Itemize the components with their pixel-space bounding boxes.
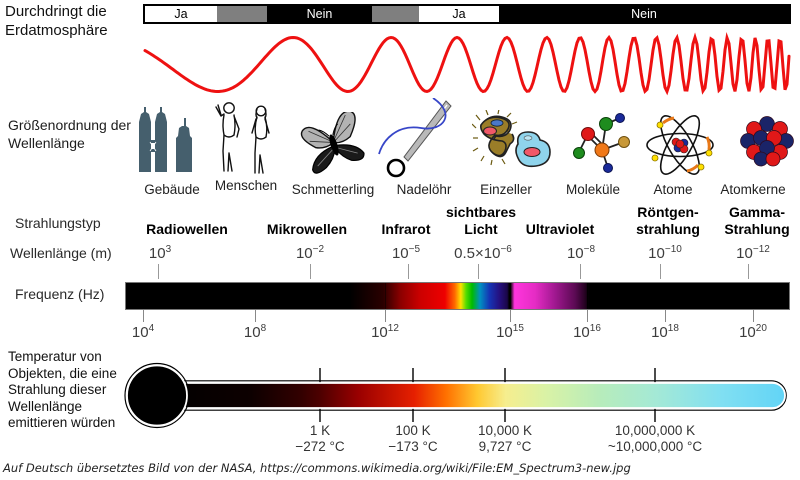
spectrum-divider (510, 283, 511, 309)
wavelength-tick (660, 264, 661, 279)
atmo-segment-nein-1: Nein (267, 6, 372, 22)
radiation-row-label: Strahlungstyp (15, 215, 101, 231)
wavelength-tick (748, 264, 749, 279)
wavelength-tick (310, 264, 311, 279)
wavelength-value: 103 (148, 244, 172, 262)
wavelength-value: 10−12 (736, 244, 770, 262)
caption-schmetterling: Schmetterling (291, 182, 375, 197)
atmosphere-penetration-bar: Ja Nein Ja Nein (143, 4, 791, 24)
em-wave-icon (143, 32, 791, 96)
frequency-tick (255, 310, 256, 322)
temperature-label: Temperatur von Objekten, die eine Strahl… (8, 349, 117, 430)
atmosphere-penetration-label: Durchdringt die Erdatmosphäre (5, 3, 108, 39)
frequency-value: 1018 (651, 323, 679, 341)
spectrum-divider (587, 283, 588, 309)
frequency-tick (587, 310, 588, 322)
temp-tick-label: 10,000 K 9,727 °C (477, 423, 533, 454)
caption-molekuele: Moleküle (565, 182, 621, 197)
frequency-value: 108 (243, 323, 267, 341)
caption-atomkerne: Atomkerne (720, 182, 786, 197)
frequency-row-label: Frequenz (Hz) (15, 286, 105, 302)
atmo-segment-partial-2 (372, 6, 419, 22)
wavelength-row-label: Wellenlänge (m) (10, 245, 112, 261)
type-mikrowellen: Mikrowellen (266, 221, 348, 237)
type-infrarot: Infrarot (381, 221, 431, 237)
caption-einzeller: Einzeller (480, 182, 532, 197)
wavelength-tick (408, 264, 409, 279)
molecule-icon (573, 113, 630, 173)
temp-tick-label: 1 K −272 °C (295, 423, 345, 454)
caption-menschen: Menschen (214, 178, 278, 193)
needle-icon (378, 98, 452, 178)
type-gammastrahlung: Gamma- Strahlung (724, 204, 790, 237)
humans-icon (215, 102, 270, 174)
wavelength-tick (478, 264, 479, 279)
nucleus-icon (740, 116, 794, 167)
attribution-text: Auf Deutsch übersetztes Bild von der NAS… (3, 461, 631, 475)
frequency-spectrum-bar (125, 282, 790, 310)
type-sichtbares-licht: sichtbares Licht (445, 204, 517, 237)
frequency-value: 1020 (739, 323, 767, 341)
wavelength-value: 10−10 (648, 244, 682, 262)
wavelength-tick (158, 264, 159, 279)
butterfly-icon (300, 112, 365, 174)
spectrum-divider (385, 283, 386, 309)
temp-tick-label: 10,000,000 K ~10,000,000 °C (607, 423, 703, 454)
frequency-tick (753, 310, 754, 322)
wavelength-value: 10−8 (566, 244, 596, 262)
frequency-tick (510, 310, 511, 322)
unicellular-icon (472, 110, 551, 168)
atmo-segment-ja-2: Ja (419, 6, 499, 22)
temp-tick-label: 100 K −173 °C (388, 423, 438, 454)
caption-nadeloehr: Nadelöhr (396, 182, 452, 197)
buildings-icon (139, 107, 192, 172)
wavelength-value: 10−2 (295, 244, 325, 262)
size-scale-label: Größenordnung der Wellenlänge (8, 117, 131, 151)
frequency-value: 1012 (371, 323, 399, 341)
type-ultraviolet: Ultraviolet (525, 221, 595, 237)
atom-icon (646, 115, 714, 175)
frequency-value: 1016 (573, 323, 601, 341)
wavelength-tick (580, 264, 581, 279)
frequency-value: 1015 (496, 323, 524, 341)
frequency-tick (665, 310, 666, 322)
caption-atome: Atome (653, 182, 693, 197)
wavelength-value: 0.5×10−6 (454, 244, 512, 262)
frequency-value: 104 (131, 323, 155, 341)
atmo-segment-nein-2: Nein (499, 6, 789, 22)
atmo-segment-ja-1: Ja (145, 6, 217, 22)
thermometer-icon (124, 362, 787, 429)
caption-gebaeude: Gebäude (144, 182, 200, 197)
type-radiowellen: Radiowellen (146, 221, 228, 237)
wavelength-value: 10−5 (391, 244, 421, 262)
frequency-tick (385, 310, 386, 322)
atmo-segment-partial-1 (217, 6, 267, 22)
type-roentgenstrahlung: Röntgen-strahlung (636, 204, 700, 237)
frequency-tick (143, 310, 144, 322)
